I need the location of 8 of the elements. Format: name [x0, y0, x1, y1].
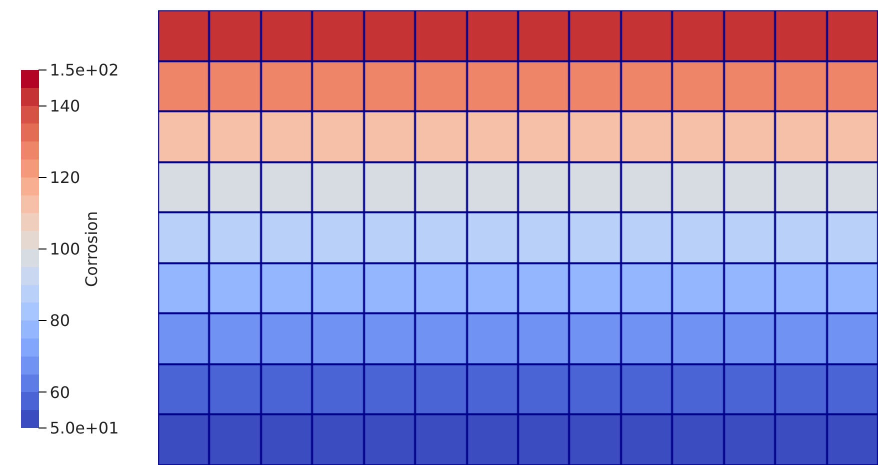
color-bar-label: 5.0e+01	[50, 418, 119, 438]
color-bar-title: Corrosion	[82, 211, 102, 288]
color-bar-label: 80	[50, 311, 70, 330]
color-bar-label: 1.5e+02	[50, 60, 119, 80]
color-bar-label: 120	[50, 168, 80, 188]
color-bar-label: 100	[50, 240, 80, 259]
color-bar-label: 140	[50, 96, 80, 116]
color-bar-label: 60	[50, 382, 70, 402]
